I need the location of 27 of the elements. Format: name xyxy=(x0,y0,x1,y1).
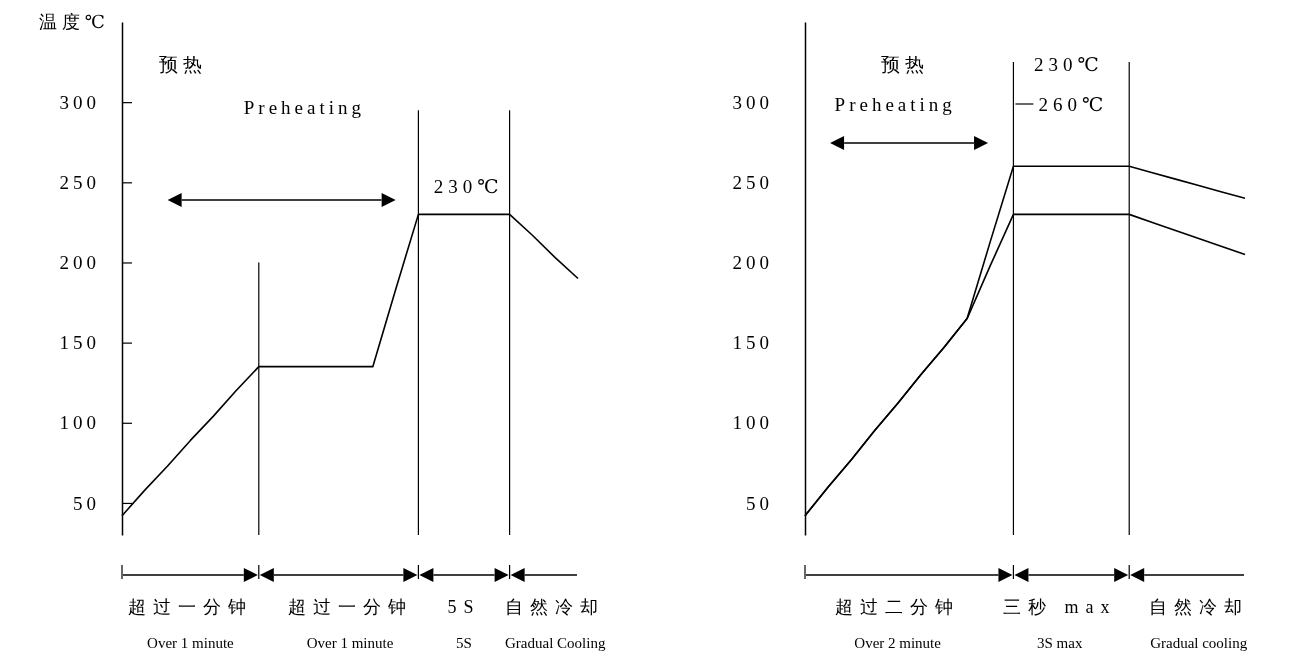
x-tick-label: 超过一分钟 Over 1 minute xyxy=(287,597,413,651)
x-tick-label: 自然冷却 Gradual cooling xyxy=(1148,597,1249,651)
y-tick-label: 100 xyxy=(59,412,100,434)
y-tick-label: 150 xyxy=(59,332,100,354)
annotation: 230℃ xyxy=(1034,53,1104,75)
x-tick-label: 超过一分钟 Over 1 minute xyxy=(127,597,253,651)
annotation: Preheating xyxy=(834,93,956,115)
x-tick-label: 超过二分钟 Over 2 minute xyxy=(835,597,961,651)
annotation: 260℃ xyxy=(1038,93,1109,115)
annotation: 230℃ xyxy=(433,175,504,197)
y-axis-title: 温度℃ xyxy=(38,12,110,33)
y-tick-label: 50 xyxy=(73,492,100,514)
annotation: Preheating xyxy=(243,96,366,118)
y-tick-label: 300 xyxy=(732,91,773,113)
y-tick-label: 250 xyxy=(59,171,100,193)
annotation: 预热 xyxy=(880,53,929,75)
y-tick-label: 200 xyxy=(59,252,100,274)
y-tick-label: 250 xyxy=(732,171,773,193)
y-tick-label: 100 xyxy=(732,412,773,434)
x-tick-label: 5S 5S xyxy=(447,597,481,651)
x-tick-label: 三秒 max 3S max xyxy=(1002,597,1117,651)
y-tick-label: 200 xyxy=(732,252,773,274)
x-tick-label: 自然冷却 Gradual Cooling xyxy=(505,597,606,651)
y-tick-label: 50 xyxy=(746,492,773,514)
y-tick-label: 300 xyxy=(59,91,100,113)
annotation: 预热 xyxy=(159,53,208,75)
y-tick-label: 150 xyxy=(732,332,773,354)
